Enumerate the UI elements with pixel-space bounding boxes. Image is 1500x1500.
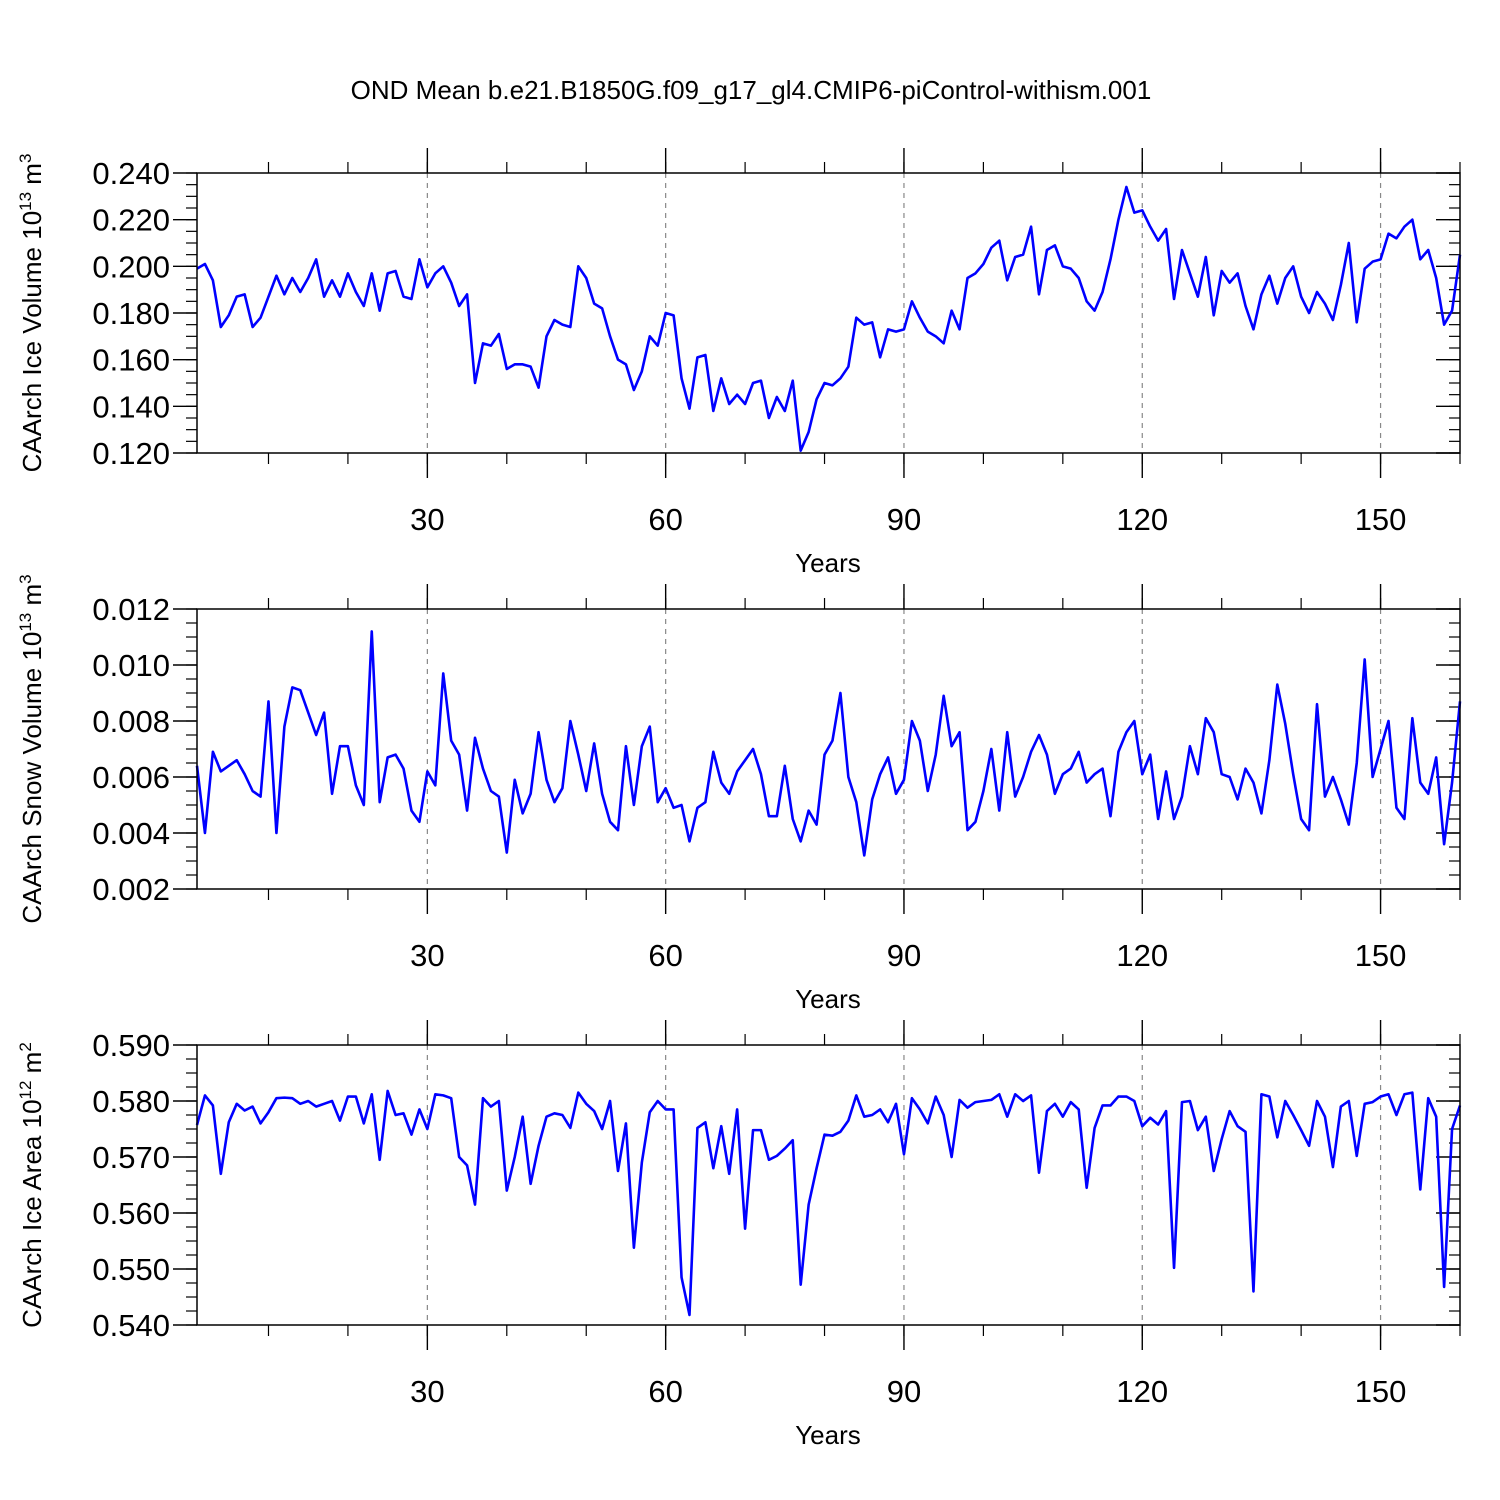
y-tick-label: 0.200 [92, 249, 170, 284]
x-axis-label: Years [795, 548, 861, 578]
x-tick-label: 120 [1116, 1374, 1168, 1409]
y-axis-label-unit-exponent: 2 [16, 1042, 35, 1051]
plot-frame [196, 608, 1461, 890]
y-axis-label-main: CAArch Ice Volume 10 [17, 211, 47, 473]
y-tick-label: 0.550 [92, 1252, 170, 1287]
x-tick-label: 90 [887, 938, 921, 973]
y-tick-label: 0.180 [92, 296, 170, 331]
y-axis-label: CAArch Snow Volume 1013 m3 [16, 574, 47, 923]
x-axis-label: Years [795, 1420, 861, 1450]
y-tick-label: 0.010 [92, 648, 170, 683]
x-tick-label: 60 [648, 502, 682, 537]
y-axis-label-exponent: 13 [16, 192, 35, 211]
x-axis-label: Years [795, 984, 861, 1014]
x-tick-label: 30 [410, 938, 444, 973]
y-tick-label: 0.140 [92, 389, 170, 424]
data-series-line [195, 1089, 1462, 1317]
figure-title: OND Mean b.e21.B1850G.f09_g17_gl4.CMIP6-… [351, 75, 1152, 105]
y-tick-label: 0.560 [92, 1196, 170, 1231]
x-tick-label: 60 [648, 938, 682, 973]
y-tick-label: 0.160 [92, 343, 170, 378]
y-axis-label-unit: m [17, 1052, 47, 1081]
x-tick-label: 150 [1355, 938, 1407, 973]
x-tick-label: 60 [648, 1374, 682, 1409]
x-tick-label: 30 [410, 502, 444, 537]
x-tick-label: 120 [1116, 938, 1168, 973]
y-tick-label: 0.012 [92, 592, 170, 627]
chart-panel-3: 0.540 0.550 0.560 0.570 0.580 0.590 30 60 90 120 1… [16, 1020, 1462, 1450]
y-axis-label-exponent: 13 [16, 613, 35, 632]
plot-frame [196, 1044, 1461, 1326]
x-tick-label: 90 [887, 502, 921, 537]
x-tick-label: 150 [1355, 1374, 1407, 1409]
y-tick-label: 0.590 [92, 1028, 170, 1063]
y-axis-label: CAArch Ice Area 1012 m2 [16, 1042, 47, 1328]
y-axis-label-unit-exponent: 3 [16, 154, 35, 163]
x-tick-label: 90 [887, 1374, 921, 1409]
panels: 0.120 0.140 0.160 0.180 0.200 0.220 0.240 30 60 9… [16, 148, 1462, 1450]
y-tick-label: 0.570 [92, 1140, 170, 1175]
x-tick-label: 150 [1355, 502, 1407, 537]
x-tick-label: 120 [1116, 502, 1168, 537]
y-tick-label: 0.580 [92, 1084, 170, 1119]
chart-panel-1: 0.120 0.140 0.160 0.180 0.200 0.220 0.240 30 60 9… [16, 148, 1462, 578]
y-axis-label: CAArch Ice Volume 1013 m3 [16, 154, 47, 473]
y-tick-label: 0.004 [92, 816, 170, 851]
y-axis-label-main: CAArch Snow Volume 10 [17, 632, 47, 924]
y-tick-label: 0.006 [92, 760, 170, 795]
y-axis-label-exponent: 12 [16, 1081, 35, 1100]
y-axis-label-unit: m [17, 163, 47, 192]
y-axis-label-main: CAArch Ice Area 10 [17, 1099, 47, 1327]
plot-frame [196, 172, 1461, 454]
y-tick-label: 0.008 [92, 704, 170, 739]
data-series-line [195, 630, 1462, 857]
y-tick-label: 0.240 [92, 156, 170, 191]
y-tick-label: 0.002 [92, 872, 170, 907]
y-axis-label-unit-exponent: 3 [16, 574, 35, 583]
y-tick-label: 0.120 [92, 436, 170, 471]
data-series-line [196, 185, 1462, 452]
y-tick-label: 0.540 [92, 1308, 170, 1343]
x-tick-label: 30 [410, 1374, 444, 1409]
y-tick-label: 0.220 [92, 203, 170, 238]
y-axis-label-unit: m [17, 584, 47, 613]
chart-panel-2: 0.002 0.004 0.006 0.008 0.010 0.012 30 60 90 120 1… [16, 574, 1462, 1014]
